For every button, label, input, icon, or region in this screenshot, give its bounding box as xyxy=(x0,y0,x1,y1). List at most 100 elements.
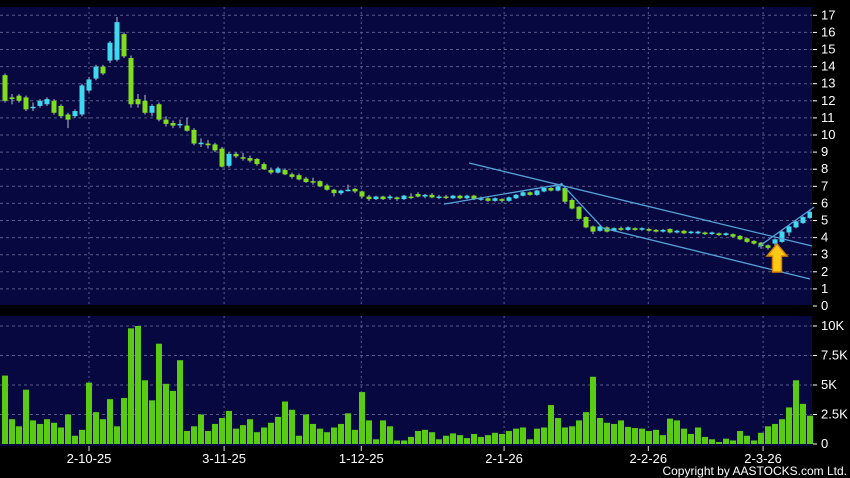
candle-down xyxy=(135,93,141,108)
candle-down xyxy=(485,197,491,202)
candle-body xyxy=(681,230,687,234)
candle-up xyxy=(688,230,694,235)
candle-up xyxy=(597,225,603,232)
volume-bar xyxy=(2,375,8,444)
candle-up xyxy=(149,104,155,117)
candle-down xyxy=(247,155,253,163)
volume-bar xyxy=(716,442,722,444)
candle-body xyxy=(359,191,365,197)
volume-bar xyxy=(765,426,771,444)
candle-body xyxy=(177,123,183,126)
volume-bar xyxy=(240,425,246,444)
candle-body xyxy=(779,231,785,242)
candle-body xyxy=(37,100,43,106)
candle-down xyxy=(317,180,323,188)
candle-up xyxy=(793,220,799,229)
volume-bar xyxy=(93,412,99,444)
volume-bar xyxy=(506,431,512,444)
candle-body xyxy=(170,123,176,126)
candle-body xyxy=(142,100,148,113)
candle-body xyxy=(205,143,211,146)
volume-bar xyxy=(142,380,148,444)
volume-bar xyxy=(65,414,71,444)
breakdown-line xyxy=(560,182,604,229)
candle-body xyxy=(436,196,442,199)
candles xyxy=(2,17,812,250)
candle-down xyxy=(303,176,309,183)
candle-body xyxy=(737,235,743,240)
volume-bar xyxy=(688,433,694,444)
candle-body xyxy=(86,79,92,91)
volume-bar xyxy=(723,438,729,444)
candle-body xyxy=(345,189,351,192)
candle-up xyxy=(660,229,666,233)
candle-body xyxy=(534,190,540,195)
candle-down xyxy=(16,93,22,103)
candle-up xyxy=(30,102,36,112)
candle-up xyxy=(387,194,393,200)
volume-bar xyxy=(149,400,155,444)
volume-bar xyxy=(247,419,253,444)
candle-body xyxy=(212,144,218,151)
candle-body xyxy=(135,99,141,105)
volume-bar xyxy=(485,435,491,444)
candle-body xyxy=(303,178,309,183)
candle-up xyxy=(639,227,645,231)
candle-up xyxy=(513,193,519,200)
volume-bar xyxy=(520,427,526,444)
volume-bar xyxy=(170,390,176,444)
price-tick-label: 15 xyxy=(821,42,835,57)
candle-down xyxy=(51,99,57,115)
volume-bar xyxy=(324,432,330,444)
candle-body xyxy=(268,170,274,173)
candle-down xyxy=(233,152,239,159)
candle-down xyxy=(653,229,659,233)
volume-bar xyxy=(443,435,449,444)
volume-bar xyxy=(618,420,624,444)
volume-bar xyxy=(779,419,785,444)
candle-body xyxy=(443,196,449,199)
candle-body xyxy=(114,22,120,60)
candle-down xyxy=(681,229,687,235)
volume-bar xyxy=(527,439,533,444)
volume-bar xyxy=(646,431,652,444)
candle-down xyxy=(646,228,652,232)
candle-down xyxy=(240,152,246,161)
candle-body xyxy=(9,97,15,100)
candle-body xyxy=(555,186,561,191)
volume-bar xyxy=(51,422,57,444)
candle-body xyxy=(254,158,260,165)
candle-body xyxy=(716,233,722,236)
volume-bar xyxy=(212,423,218,444)
price-tick-label: 8 xyxy=(821,161,828,176)
candle-up xyxy=(107,40,113,64)
candle-body xyxy=(499,199,505,201)
candle-up xyxy=(373,195,379,200)
price-tick-label: 13 xyxy=(821,76,835,91)
candle-body xyxy=(373,196,379,200)
candle-body xyxy=(625,227,631,230)
volume-bar xyxy=(198,414,204,444)
volume-bar xyxy=(422,429,428,444)
candle-down xyxy=(254,158,260,166)
candle-up xyxy=(177,119,183,129)
candle-body xyxy=(772,239,778,244)
candle-body xyxy=(401,195,407,200)
candle-body xyxy=(317,181,323,187)
candle-body xyxy=(674,230,680,233)
candle-body xyxy=(485,198,491,201)
candle-up xyxy=(72,109,78,118)
candle-body xyxy=(289,174,295,177)
candle-body xyxy=(569,199,575,209)
volume-bar xyxy=(37,423,43,444)
candle-body xyxy=(793,221,799,228)
candle-up xyxy=(506,196,512,202)
candle-body xyxy=(800,217,806,224)
candle-down xyxy=(282,168,288,176)
candle-down xyxy=(632,227,638,231)
volume-tick-label: 5K xyxy=(821,377,837,392)
wedge-rising-line xyxy=(443,183,564,205)
candle-body xyxy=(450,195,456,199)
candle-body xyxy=(163,119,169,124)
volume-bar xyxy=(730,440,736,444)
